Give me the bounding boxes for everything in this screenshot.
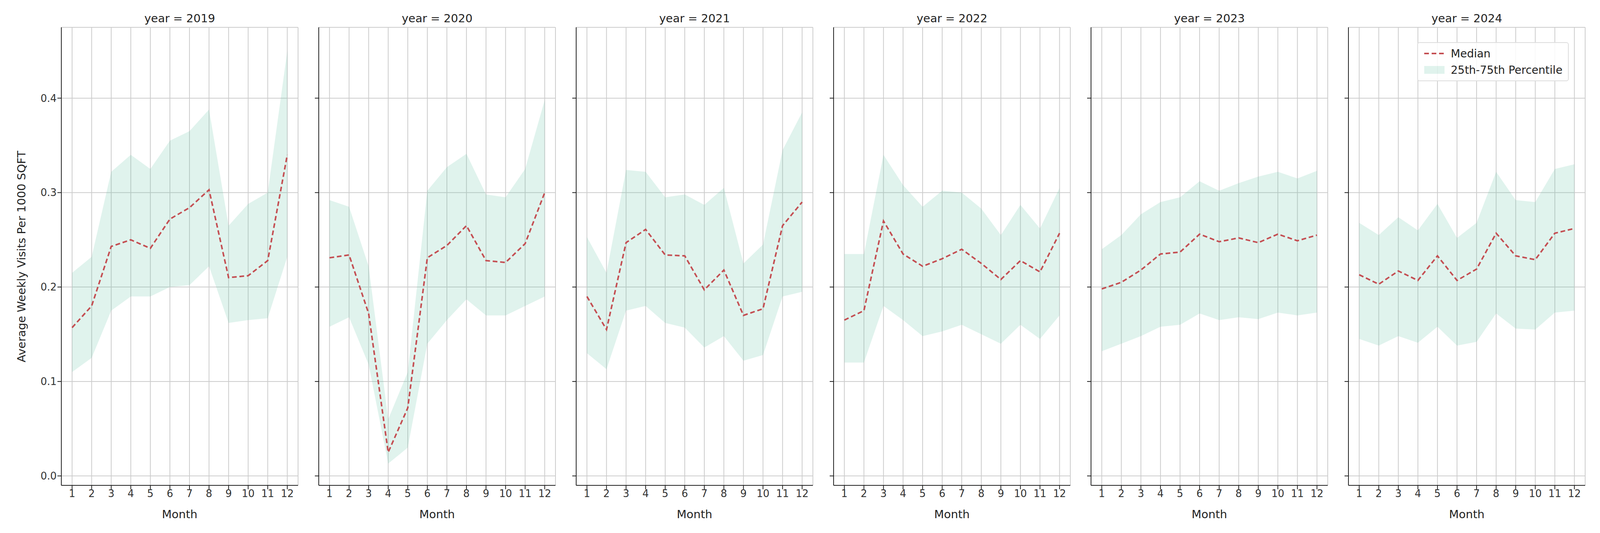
- svg-text:2: 2: [1375, 487, 1383, 500]
- html-text:year = 2022: year = 2022: [916, 11, 988, 25]
- svg-text:2: 2: [1117, 487, 1125, 500]
- svg-text:10: 10: [1014, 487, 1027, 500]
- svg-text:7: 7: [701, 487, 708, 500]
- svg-text:12: 12: [1310, 487, 1324, 500]
- svg-text:4: 4: [1157, 487, 1165, 500]
- svg-text:9: 9: [1255, 487, 1262, 500]
- svg-text:3: 3: [622, 487, 630, 500]
- svg-text:8: 8: [1492, 487, 1500, 500]
- svg-text:1: 1: [583, 487, 591, 500]
- svg-text:2: 2: [860, 487, 868, 500]
- svg-text:Month: Month: [1191, 507, 1228, 522]
- svg-text:2: 2: [345, 487, 353, 500]
- svg-text:11: 11: [518, 487, 532, 500]
- html-text:year = 2023: year = 2023: [1173, 11, 1245, 25]
- svg-text:11: 11: [1548, 487, 1562, 500]
- svg-text:1: 1: [841, 487, 848, 500]
- html-text:Average Weekly Visits Per 1000: Average Weekly Visits Per 1000 SQFT: [14, 150, 29, 363]
- svg-text:Month: Month: [934, 507, 970, 522]
- svg-text:11: 11: [776, 487, 790, 500]
- svg-text:10: 10: [1271, 487, 1285, 500]
- svg-text:12: 12: [1053, 487, 1067, 500]
- svg-text:7: 7: [1216, 487, 1223, 500]
- svg-text:5: 5: [147, 487, 154, 500]
- svg-text:4: 4: [385, 487, 392, 500]
- svg-text:8: 8: [720, 487, 728, 500]
- svg-text:5: 5: [1434, 487, 1442, 500]
- svg-text:9: 9: [225, 487, 233, 500]
- svg-text:3: 3: [1394, 487, 1402, 500]
- svg-text:7: 7: [958, 487, 966, 500]
- svg-text:10: 10: [1528, 487, 1542, 500]
- svg-text:9: 9: [482, 487, 490, 500]
- html-text:Median: Median: [1450, 47, 1491, 60]
- svg-text:7: 7: [1473, 487, 1481, 500]
- html-text:year = 2024: year = 2024: [1431, 11, 1503, 25]
- svg-text:3: 3: [1137, 487, 1145, 500]
- svg-text:6: 6: [681, 487, 689, 500]
- svg-text:10: 10: [756, 487, 770, 500]
- svg-text:12: 12: [795, 487, 809, 500]
- svg-text:7: 7: [186, 487, 193, 500]
- svg-text:4: 4: [127, 487, 135, 500]
- svg-text:Month: Month: [419, 507, 456, 522]
- svg-text:2: 2: [603, 487, 610, 500]
- svg-text:8: 8: [1235, 487, 1243, 500]
- svg-text:12: 12: [1567, 487, 1581, 500]
- svg-text:Month: Month: [162, 507, 198, 522]
- svg-text:11: 11: [1033, 487, 1047, 500]
- svg-text:12: 12: [280, 487, 294, 500]
- svg-text:5: 5: [662, 487, 669, 500]
- svg-text:3: 3: [107, 487, 115, 500]
- svg-text:4: 4: [642, 487, 650, 500]
- svg-text:9: 9: [997, 487, 1005, 500]
- svg-text:8: 8: [978, 487, 985, 500]
- svg-text:5: 5: [404, 487, 412, 500]
- svg-text:0.1: 0.1: [40, 375, 57, 388]
- svg-text:6: 6: [939, 487, 946, 500]
- svg-text:0.0: 0.0: [40, 470, 57, 483]
- svg-text:7: 7: [443, 487, 451, 500]
- html-text:25th-75th Percentile: 25th-75th Percentile: [1450, 63, 1563, 77]
- svg-text:0.4: 0.4: [40, 92, 57, 105]
- svg-text:1: 1: [1098, 487, 1106, 500]
- svg-text:9: 9: [740, 487, 747, 500]
- svg-text:11: 11: [261, 487, 275, 500]
- svg-text:3: 3: [880, 487, 887, 500]
- svg-text:6: 6: [424, 487, 431, 500]
- html-text:year = 2021: year = 2021: [659, 11, 730, 25]
- svg-text:9: 9: [1512, 487, 1520, 500]
- svg-text:4: 4: [1414, 487, 1422, 500]
- svg-text:4: 4: [900, 487, 907, 500]
- svg-text:6: 6: [1196, 487, 1204, 500]
- svg-text:8: 8: [205, 487, 213, 500]
- svg-text:10: 10: [499, 487, 513, 500]
- svg-text:1: 1: [1355, 487, 1363, 500]
- svg-text:6: 6: [166, 487, 174, 500]
- svg-text:0.2: 0.2: [40, 281, 57, 293]
- svg-text:11: 11: [1291, 487, 1304, 500]
- svg-text:3: 3: [365, 487, 372, 500]
- html-text:year = 2020: year = 2020: [401, 11, 473, 25]
- svg-text:6: 6: [1453, 487, 1461, 500]
- svg-text:12: 12: [538, 487, 552, 500]
- svg-text:0.3: 0.3: [40, 186, 57, 199]
- svg-text:Month: Month: [1449, 507, 1485, 522]
- html-text:year = 2019: year = 2019: [144, 11, 216, 25]
- svg-text:1: 1: [326, 487, 333, 500]
- svg-text:10: 10: [241, 487, 255, 500]
- svg-text:Month: Month: [676, 507, 713, 522]
- svg-text:2: 2: [88, 487, 95, 500]
- svg-text:5: 5: [919, 487, 927, 500]
- svg-text:8: 8: [463, 487, 470, 500]
- svg-text:1: 1: [68, 487, 76, 500]
- svg-text:5: 5: [1176, 487, 1184, 500]
